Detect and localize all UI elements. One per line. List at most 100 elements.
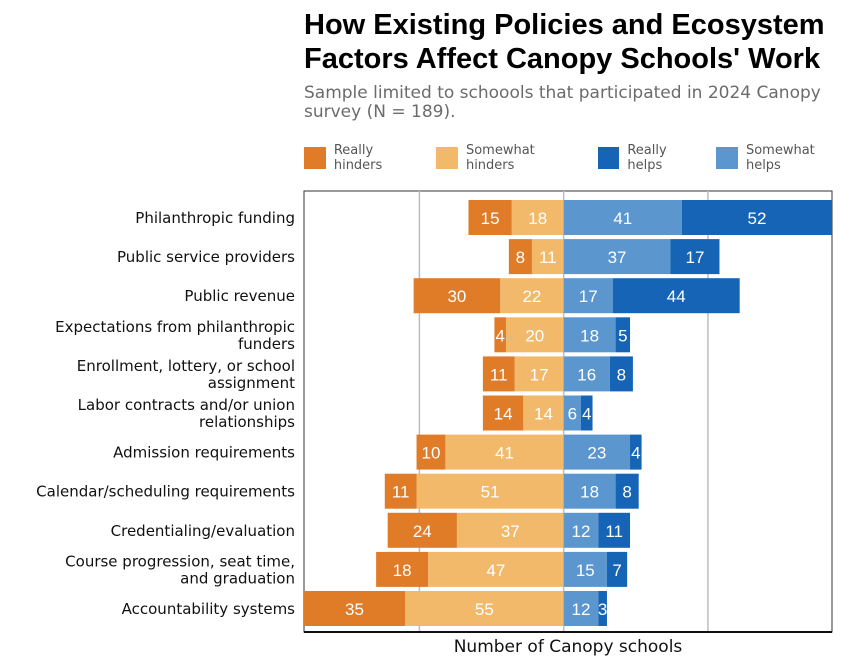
data-label: 14 [534,405,553,424]
category-label: Expectations from philanthropic funders [55,318,295,353]
data-label: 41 [495,444,514,463]
data-label: 37 [608,248,627,267]
bar-somewhat-hinders [416,473,564,509]
bar-somewhat-hinders [511,200,564,235]
data-label: 37 [501,522,520,541]
data-label: 8 [617,365,626,384]
data-label: 51 [481,483,500,502]
bar-somewhat-helps [563,512,599,548]
bar-somewhat-hinders [445,434,564,470]
legend-item-somewhat-helps: Somewhat helps [716,143,853,173]
legend-item-somewhat-hinders: Somewhat hinders [436,143,586,173]
bar-really-helps [630,434,642,470]
bar-really-helps [681,200,832,235]
data-label: 15 [481,209,500,228]
bar-really-hinders [482,356,515,392]
legend-label: Really helps [627,143,667,173]
data-label: 4 [582,405,591,424]
x-axis-label: Number of Canopy schools [453,637,683,657]
data-label: 6 [568,405,577,424]
bar-really-hinders [482,395,524,431]
bar-really-hinders [413,278,501,314]
category-label: Admission requirements [113,444,295,462]
data-label: 20 [525,326,544,345]
legend-swatch [436,147,458,169]
data-label: 5 [618,326,627,345]
bar-really-helps [609,356,633,392]
chart-subtitle: Sample limited to schoools that particip… [304,83,821,122]
bar-really-helps [580,395,593,431]
data-label: 55 [475,600,494,619]
bar-somewhat-helps [563,551,607,587]
bar-somewhat-hinders [456,512,564,548]
data-label: 4 [631,444,640,463]
bar-somewhat-helps [563,200,682,235]
legend-item-really-helps: Really helps [597,143,706,173]
bar-somewhat-hinders [428,551,564,587]
bar-really-helps [670,239,720,275]
bar-really-hinders [304,591,405,626]
bar-really-helps [598,591,607,626]
bar-somewhat-helps [563,434,631,470]
data-label: 11 [605,522,623,541]
bar-somewhat-helps [563,317,616,353]
bar-really-hinders [376,551,429,587]
data-label: 18 [580,483,599,502]
bar-really-helps [598,512,631,548]
data-label: 44 [667,287,686,306]
data-label: 18 [393,561,412,580]
legend-swatch [597,147,620,169]
category-label: Public revenue [184,287,295,305]
data-label: 24 [413,522,432,541]
data-label: 23 [587,444,606,463]
legend-label: Somewhat helps [745,143,815,173]
bar-somewhat-helps [563,473,616,509]
data-label: 17 [685,248,704,267]
data-label: 10 [421,444,440,463]
data-label: 12 [572,522,591,541]
bar-really-helps [612,278,740,314]
bar-somewhat-hinders [505,317,564,353]
bar-really-hinders [387,512,457,548]
bar-really-hinders [468,200,512,235]
legend-label: Really hinders [333,143,383,173]
data-label: 11 [490,365,508,384]
legend-swatch [716,147,738,169]
category-label: Philanthropic funding [135,209,295,227]
data-label: 17 [530,365,549,384]
bar-really-helps [615,317,631,353]
data-label: 35 [345,600,364,619]
category-label: Accountability systems [122,600,296,618]
data-label: 18 [528,209,547,228]
bar-somewhat-hinders [523,395,564,431]
category-label: Labor contracts and/or union relationship… [78,396,296,431]
legend-swatch [304,147,326,169]
bar-somewhat-hinders [531,239,564,275]
legend-item-really-hinders: Really hinders [304,143,425,173]
bar-somewhat-helps [563,356,610,392]
bar-really-hinders [416,434,446,470]
bar-really-helps [615,473,639,509]
bar-somewhat-hinders [514,356,564,392]
bar-somewhat-hinders [404,591,564,626]
data-label: 41 [613,209,632,228]
data-label: 4 [495,326,504,345]
bar-somewhat-helps [563,239,671,275]
bar-really-helps [606,551,628,587]
legend: Really hinders Somewhat hinders Really hel… [304,143,864,173]
data-label: 52 [748,209,767,228]
bar-somewhat-helps [563,591,599,626]
bar-somewhat-helps [563,395,581,431]
bar-somewhat-hinders [500,278,564,314]
category-label: Enrollment, lottery, or school assignment [77,357,295,392]
bar-really-hinders [508,239,532,275]
category-label: Calendar/scheduling requirements [36,483,295,501]
data-label: 3 [598,600,607,619]
data-label: 14 [494,405,513,424]
data-label: 7 [612,561,621,580]
data-label: 47 [486,561,505,580]
data-label: 18 [580,326,599,345]
bar-really-hinders [384,473,417,509]
category-label: Public service providers [117,248,295,266]
